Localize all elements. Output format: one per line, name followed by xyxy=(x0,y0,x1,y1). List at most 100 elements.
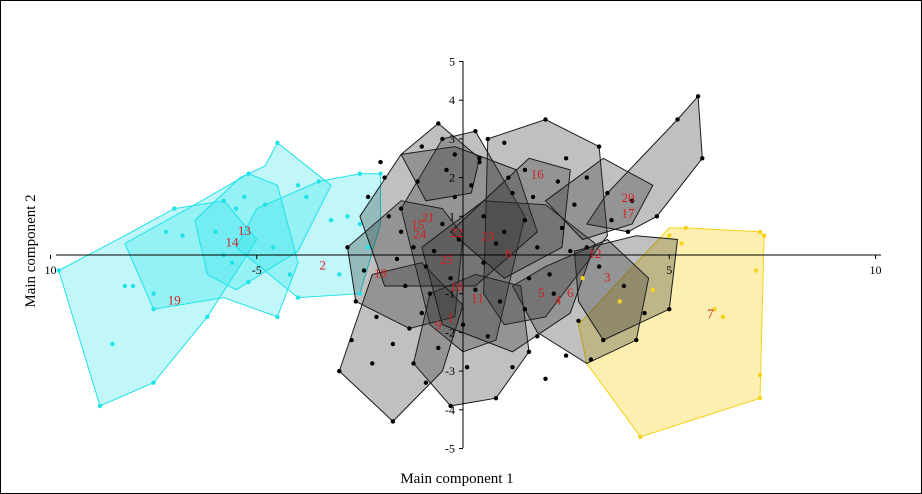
point-black-34 xyxy=(386,214,391,219)
point-black-64 xyxy=(485,334,490,339)
point-yellow-14 xyxy=(667,233,672,238)
point-cyan-21 xyxy=(275,314,280,320)
point-black-9 xyxy=(596,144,602,149)
point-cyan-17 xyxy=(275,140,280,145)
axes-layer xyxy=(56,61,881,448)
point-yellow-1 xyxy=(683,225,688,231)
group-label-4: 4 xyxy=(555,293,562,308)
group-label-13: 13 xyxy=(238,223,251,238)
group-label-1: 1 xyxy=(447,310,454,325)
y-tick-label: -4 xyxy=(445,403,455,417)
point-black-91 xyxy=(526,276,532,281)
point-cyan-23 xyxy=(295,183,301,188)
point-cyan-11 xyxy=(110,341,115,347)
point-cyan-37 xyxy=(242,194,247,200)
y-tick-label: -1 xyxy=(445,287,455,301)
group-label-17: 17 xyxy=(622,205,636,220)
point-yellow-12 xyxy=(580,276,585,281)
point-black-61 xyxy=(448,276,453,281)
point-yellow-10 xyxy=(720,314,726,320)
point-cyan-29 xyxy=(378,171,383,176)
point-black-92 xyxy=(394,256,400,262)
point-black-79 xyxy=(431,248,437,254)
point-black-77 xyxy=(530,194,536,200)
point-cyan-14 xyxy=(233,206,239,211)
hull-grey-10 xyxy=(412,273,530,407)
point-black-1 xyxy=(345,245,350,250)
point-cyan-16 xyxy=(262,202,268,207)
hulls-layer xyxy=(58,95,765,438)
hull-cyan-1 xyxy=(58,200,258,407)
point-cyan-33 xyxy=(357,291,363,296)
point-cyan-22 xyxy=(287,272,292,277)
point-yellow-5 xyxy=(753,268,759,273)
point-cyan-7 xyxy=(163,229,169,234)
point-black-74 xyxy=(444,167,449,173)
point-cyan-24 xyxy=(316,179,321,184)
point-cyan-9 xyxy=(97,403,103,409)
point-black-67 xyxy=(522,307,528,312)
point-black-93 xyxy=(568,248,573,254)
point-cyan-5 xyxy=(151,291,156,296)
hull-grey-16 xyxy=(449,157,571,279)
point-black-24 xyxy=(411,361,416,366)
point-black-43 xyxy=(510,190,515,196)
point-cyan-26 xyxy=(328,218,334,223)
point-yellow-8 xyxy=(638,434,643,440)
point-black-22 xyxy=(634,337,639,343)
point-black-78 xyxy=(555,179,561,184)
group-label-9: 9 xyxy=(435,318,442,333)
x-tick-label: 5 xyxy=(666,263,672,277)
point-black-89 xyxy=(436,121,441,126)
point-black-71 xyxy=(576,318,581,323)
point-black-42 xyxy=(493,241,499,246)
point-cyan-18 xyxy=(229,260,235,265)
point-black-31 xyxy=(563,156,569,161)
point-cyan-8 xyxy=(180,233,185,238)
point-cyan-20 xyxy=(271,245,276,250)
point-cyan-30 xyxy=(357,221,363,227)
point-black-52 xyxy=(621,283,627,289)
point-black-41 xyxy=(481,214,486,219)
y-tick-label: -5 xyxy=(445,442,455,456)
group-label-11: 11 xyxy=(471,291,484,306)
point-black-63 xyxy=(473,287,478,292)
point-black-26 xyxy=(378,159,383,165)
point-black-46 xyxy=(547,272,552,277)
point-black-32 xyxy=(584,175,589,180)
point-black-86 xyxy=(464,365,470,370)
point-black-36 xyxy=(411,245,416,250)
point-cyan-13 xyxy=(221,198,226,203)
point-black-69 xyxy=(551,291,556,296)
point-cyan-3 xyxy=(122,283,128,289)
group-label-12: 12 xyxy=(589,246,602,261)
hull-grey-9 xyxy=(346,200,464,330)
points-layer xyxy=(56,94,767,440)
point-black-66 xyxy=(510,365,515,370)
point-black-60 xyxy=(436,345,441,351)
group-label-14: 14 xyxy=(226,235,240,250)
point-black-82 xyxy=(502,229,507,234)
point-cyan-34 xyxy=(295,295,301,300)
y-tick-label: 5 xyxy=(449,55,455,69)
point-black-49 xyxy=(584,245,589,250)
group-label-24: 24 xyxy=(413,227,427,242)
point-black-76 xyxy=(506,175,511,180)
point-cyan-1 xyxy=(56,268,61,273)
point-cyan-25 xyxy=(304,194,309,200)
point-black-37 xyxy=(423,264,429,269)
x-axis-title: Main component 1 xyxy=(400,471,513,487)
group-label-18: 18 xyxy=(374,265,387,280)
x-tick-label: -5 xyxy=(252,263,262,277)
point-black-11 xyxy=(700,156,705,161)
point-black-84 xyxy=(370,361,375,366)
y-tick-label: -2 xyxy=(445,325,455,339)
point-yellow-7 xyxy=(757,396,763,401)
point-black-70 xyxy=(563,353,569,358)
point-black-20 xyxy=(526,349,532,354)
group-label-5: 5 xyxy=(538,285,545,300)
hull-grey-17 xyxy=(544,157,654,241)
y-axis-title: Main component 2 xyxy=(23,194,39,307)
point-black-38 xyxy=(440,221,445,227)
